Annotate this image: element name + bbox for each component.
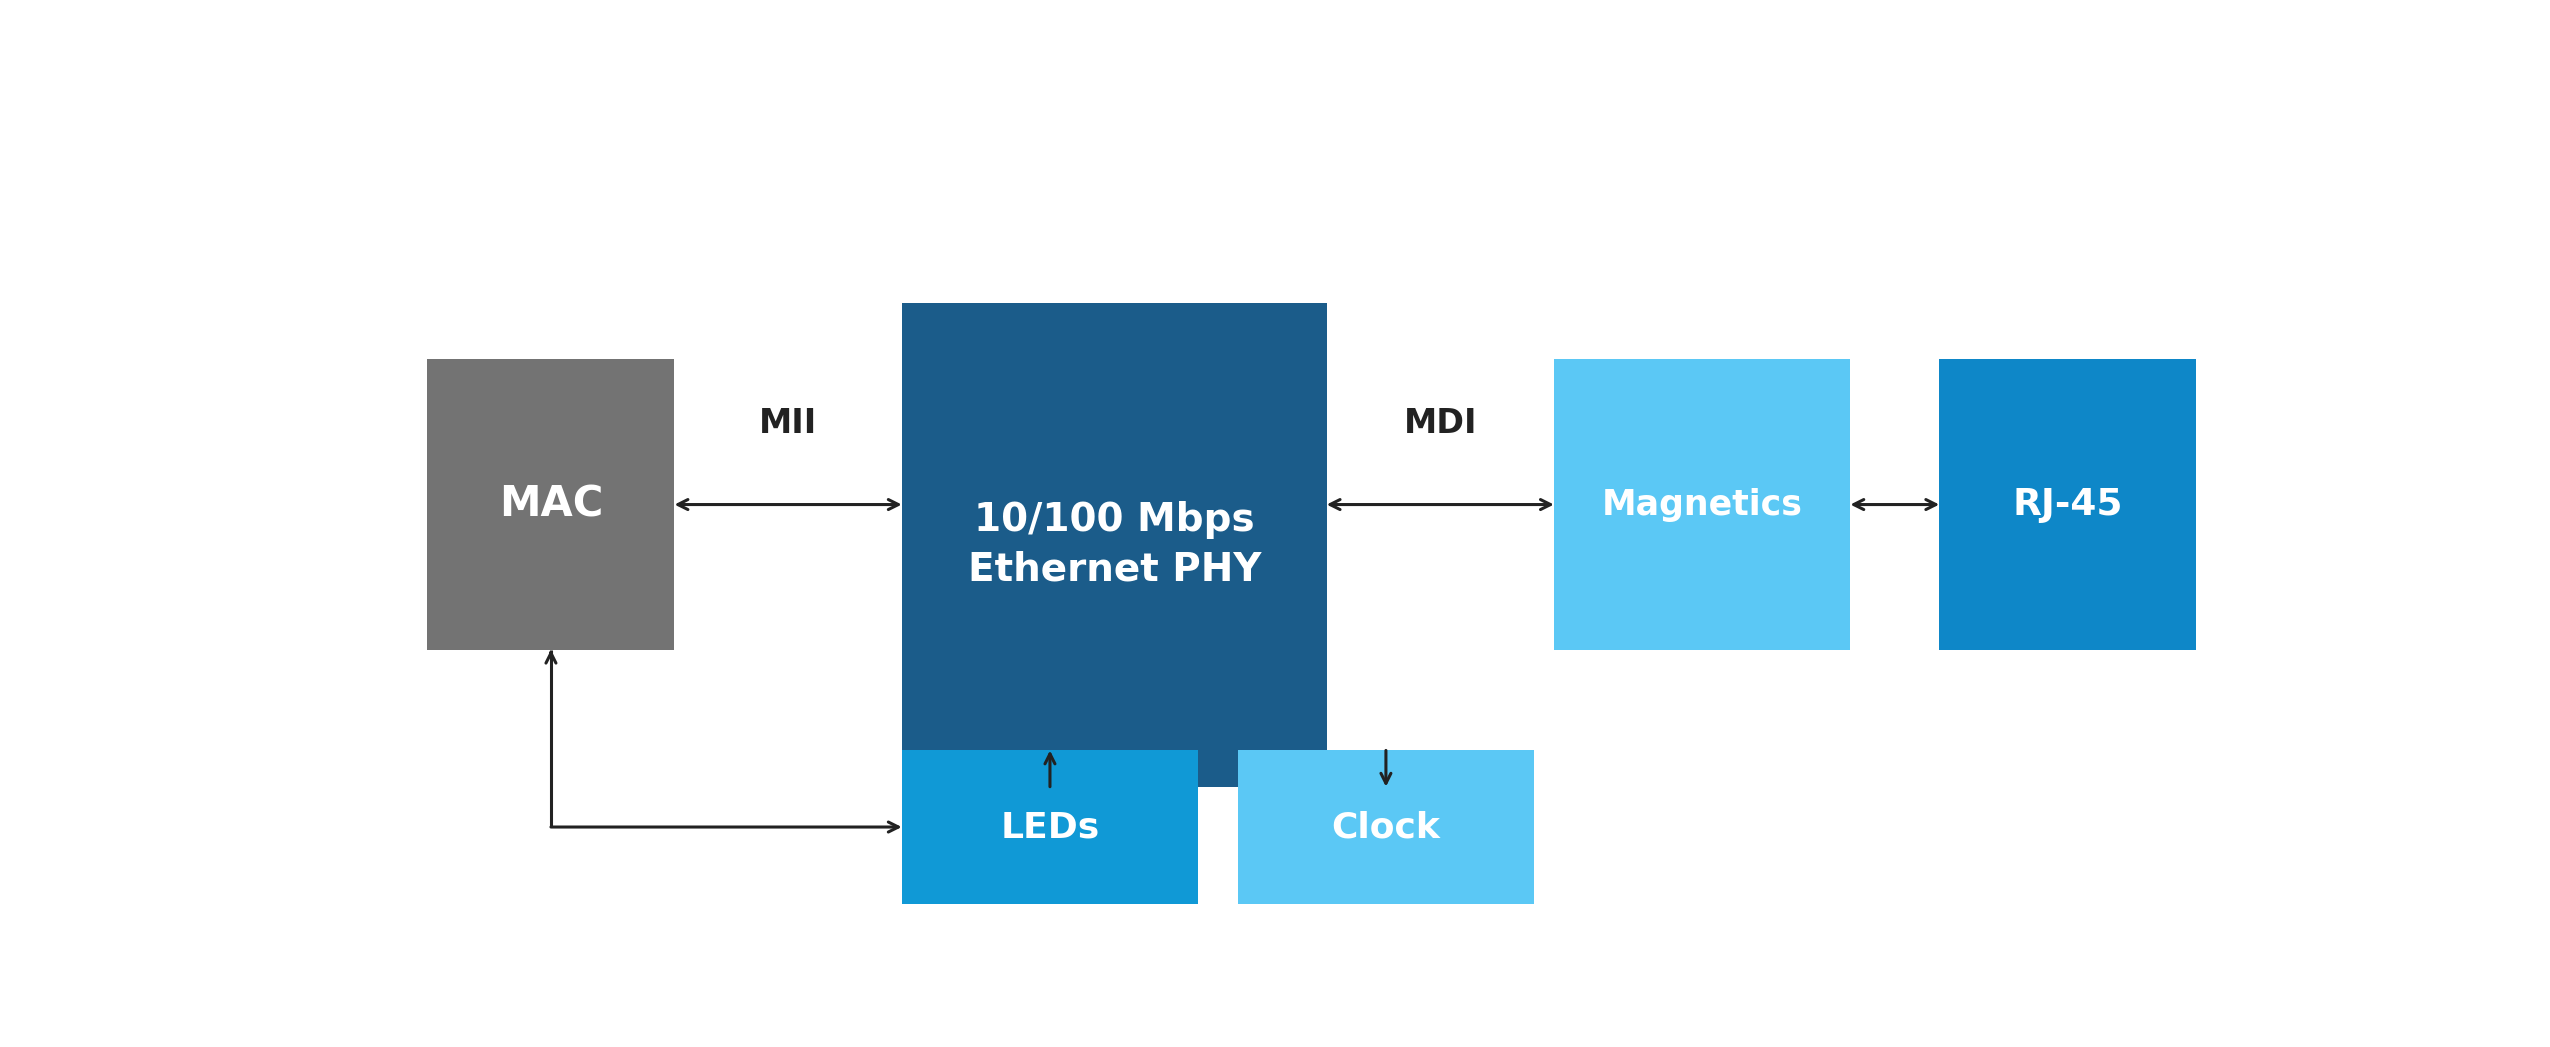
FancyBboxPatch shape: [428, 359, 673, 649]
Text: RJ-45: RJ-45: [2012, 487, 2124, 522]
Text: LEDs: LEDs: [1000, 810, 1099, 844]
Text: MDI: MDI: [1402, 407, 1476, 441]
FancyBboxPatch shape: [1237, 751, 1535, 904]
Text: 10/100 Mbps
Ethernet PHY: 10/100 Mbps Ethernet PHY: [966, 500, 1260, 588]
Text: MAC: MAC: [500, 484, 604, 526]
Text: Magnetics: Magnetics: [1601, 488, 1803, 521]
FancyBboxPatch shape: [903, 751, 1198, 904]
FancyBboxPatch shape: [1938, 359, 2196, 649]
Text: MII: MII: [760, 407, 816, 441]
FancyBboxPatch shape: [903, 303, 1326, 786]
FancyBboxPatch shape: [1553, 359, 1851, 649]
Text: Clock: Clock: [1331, 810, 1441, 844]
